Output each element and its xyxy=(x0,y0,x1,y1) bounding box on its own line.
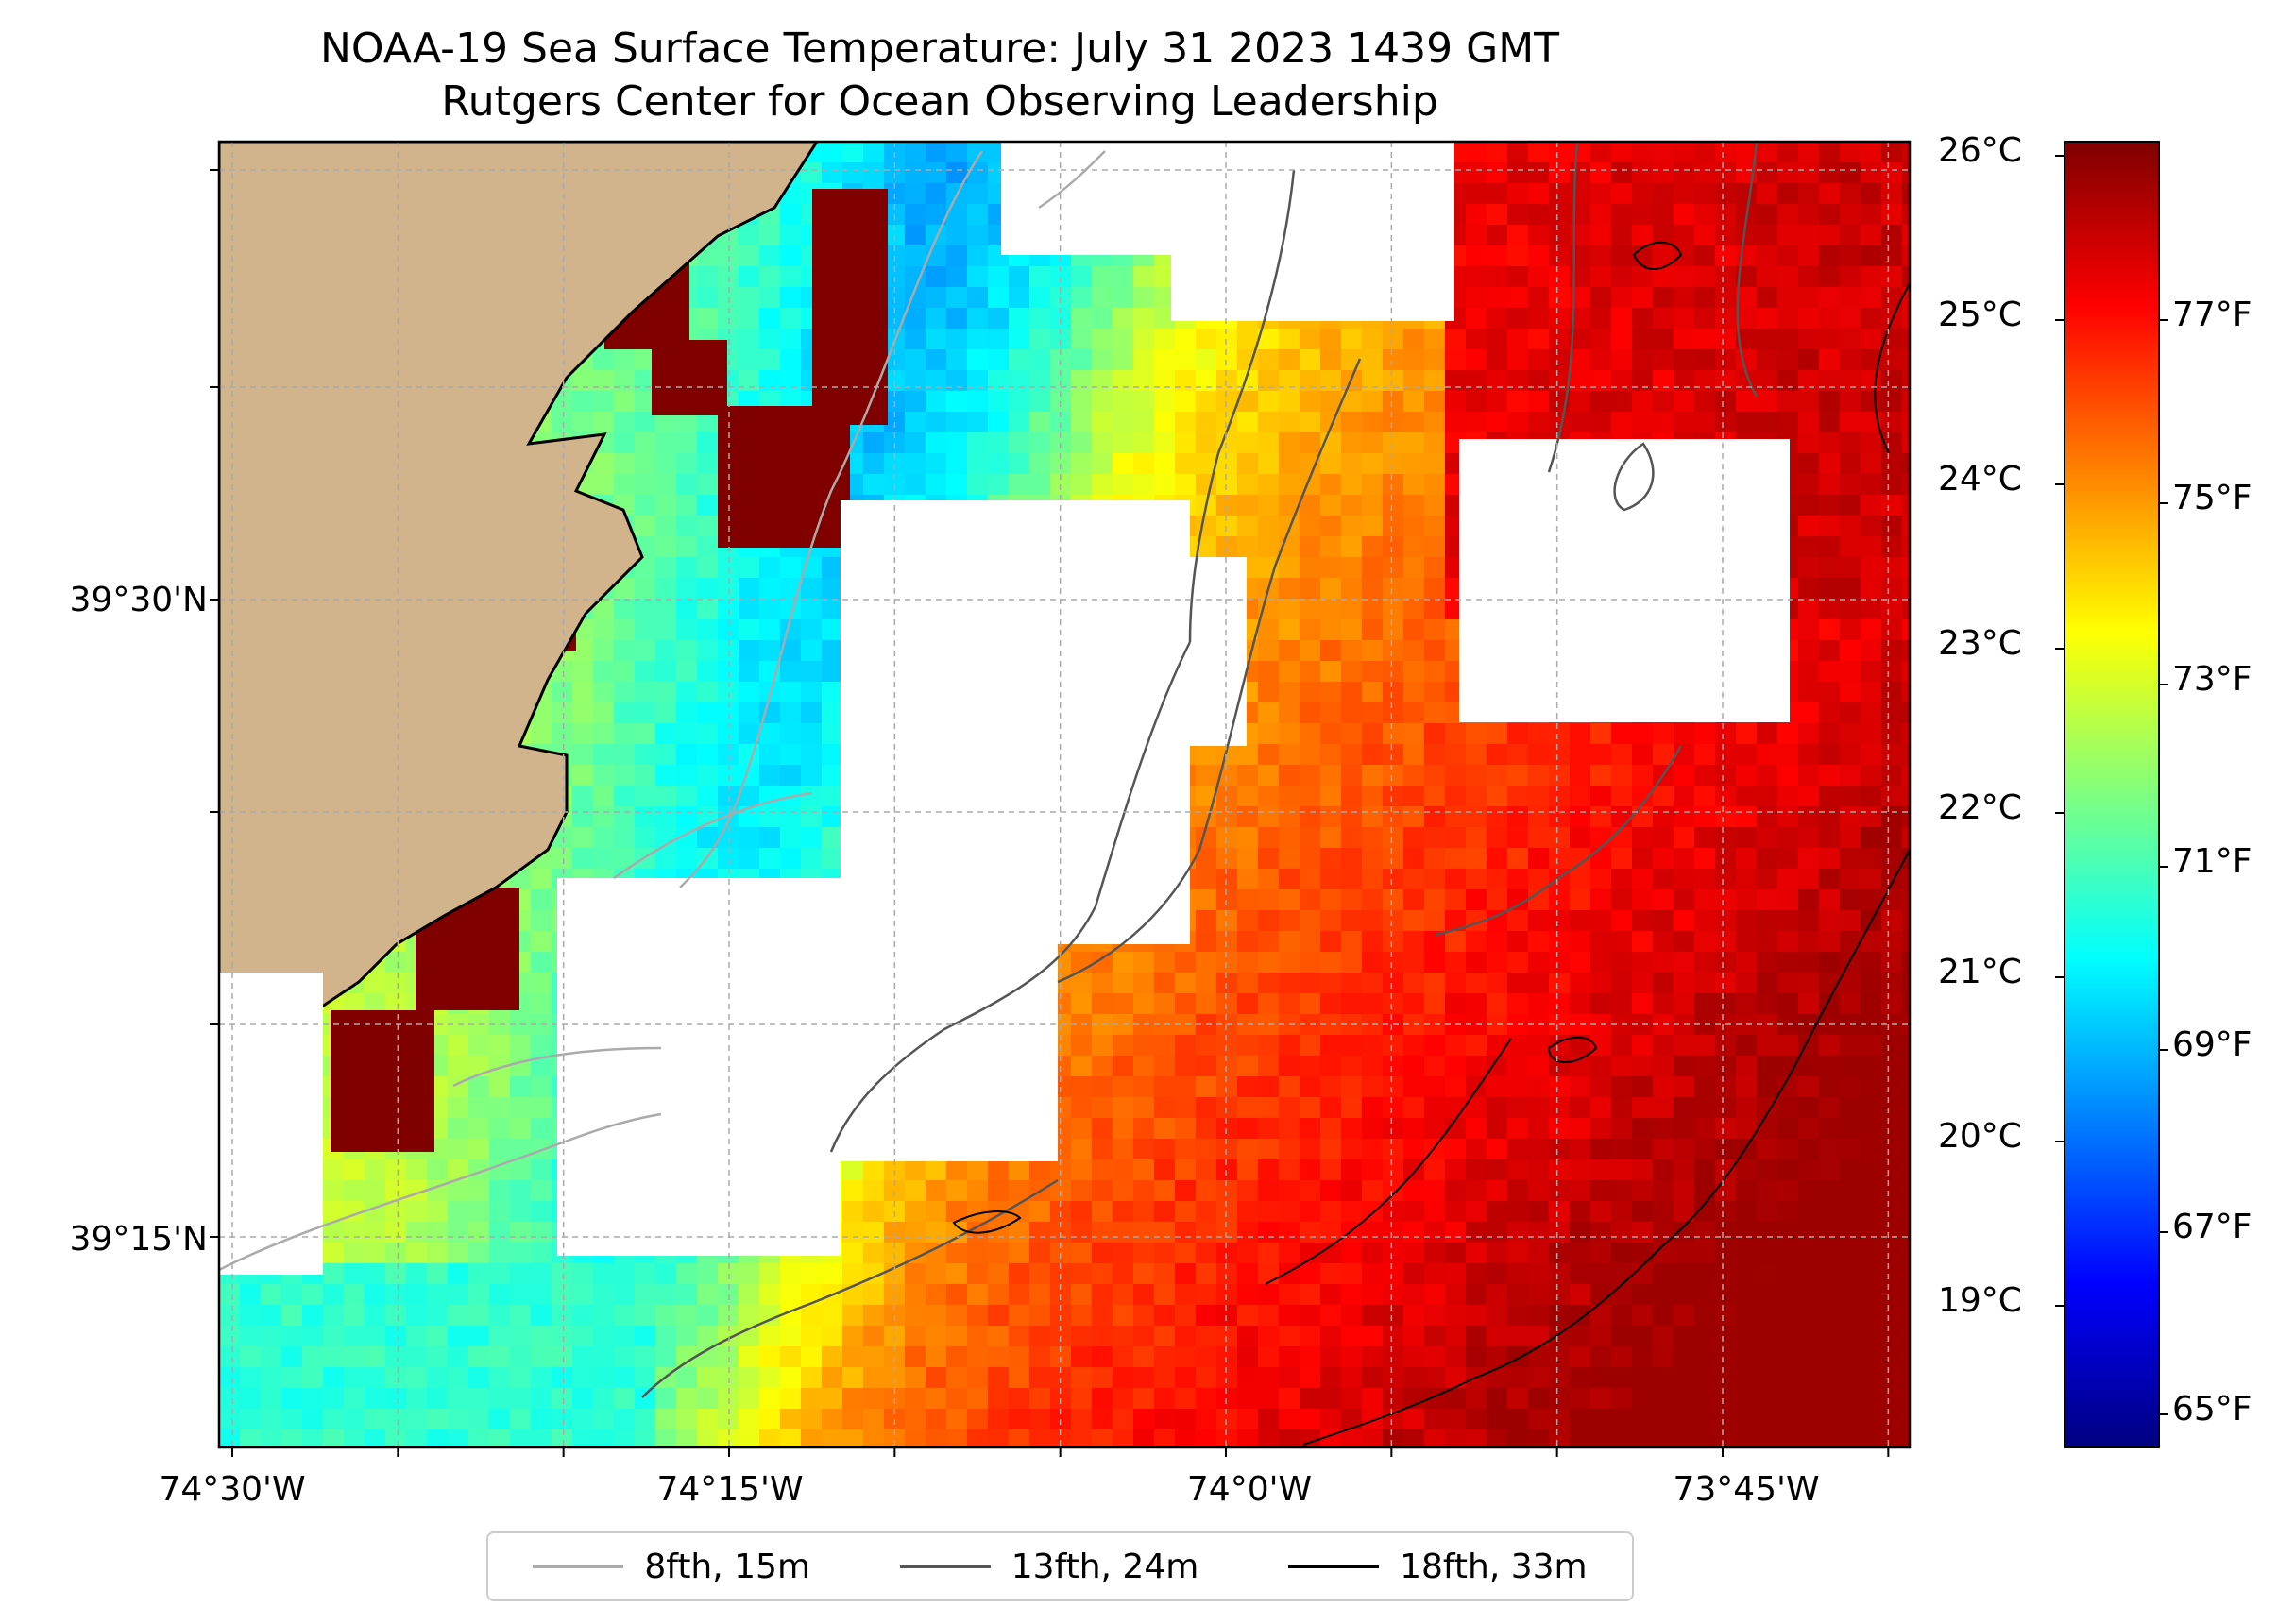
celsius-tick-24: 24°C xyxy=(1938,460,2022,499)
legend-label-18fth: 18fth, 33m xyxy=(1400,1547,1588,1586)
legend-label-13fth: 13fth, 24m xyxy=(1011,1547,1199,1586)
lon-tick-label-4: 73°45'W xyxy=(1673,1470,1820,1509)
celsius-tick-20: 20°C xyxy=(1938,1117,2022,1156)
map-title: NOAA-19 Sea Surface Temperature: July 31… xyxy=(319,25,1560,73)
celsius-tick-25: 25°C xyxy=(1938,296,2022,334)
fahrenheit-tick-65: 65°F xyxy=(2172,1390,2252,1429)
celsius-tick-26: 26°C xyxy=(1938,131,2022,170)
cloud-gaps xyxy=(219,142,1790,1275)
celsius-tick-23: 23°C xyxy=(1938,624,2022,663)
map-subtitle: Rutgers Center for Ocean Observing Leade… xyxy=(441,77,1438,126)
map-frame xyxy=(217,140,1912,1449)
legend-line-8fth xyxy=(533,1565,624,1568)
legend-entry-13fth: 13fth, 24m xyxy=(899,1547,1199,1586)
lon-tick-label-3: 74°0'W xyxy=(1186,1470,1313,1509)
lat-tick-label-1: 39°30'N xyxy=(69,581,208,619)
lat-tick-label-2: 39°15'N xyxy=(69,1220,208,1259)
legend-entry-8fth: 8fth, 15m xyxy=(533,1548,810,1586)
fahrenheit-tick-75: 75°F xyxy=(2172,479,2252,517)
fahrenheit-tick-77: 77°F xyxy=(2172,296,2252,334)
isobath-18fth xyxy=(952,241,1910,1446)
land-mass xyxy=(219,142,819,1069)
legend-label-8fth: 8fth, 15m xyxy=(644,1547,811,1586)
colorbar-ticks xyxy=(2055,155,2168,1415)
isobath-8fth xyxy=(219,150,1106,1272)
fahrenheit-tick-69: 69°F xyxy=(2172,1025,2252,1064)
map-gridlines xyxy=(219,142,1910,1447)
celsius-tick-19: 19°C xyxy=(1938,1281,2022,1320)
colorbar xyxy=(2064,141,2160,1448)
legend-line-13fth xyxy=(899,1565,991,1568)
legend-line-18fth xyxy=(1288,1565,1380,1568)
celsius-tick-21: 21°C xyxy=(1938,953,2022,991)
axis-ticks xyxy=(210,169,1890,1457)
legend: 8fth, 15m 13fth, 24m 18fth, 33m xyxy=(486,1531,1634,1601)
isobath-13fth xyxy=(641,142,1759,1398)
celsius-tick-22: 22°C xyxy=(1938,788,2022,827)
lon-tick-label-2: 74°15'W xyxy=(656,1470,804,1509)
lon-tick-label-1: 74°30'W xyxy=(159,1470,306,1509)
legend-entry-18fth: 18fth, 33m xyxy=(1288,1548,1588,1586)
fahrenheit-tick-73: 73°F xyxy=(2172,660,2252,699)
fahrenheit-tick-71: 71°F xyxy=(2172,842,2252,881)
fahrenheit-tick-67: 67°F xyxy=(2172,1208,2252,1246)
